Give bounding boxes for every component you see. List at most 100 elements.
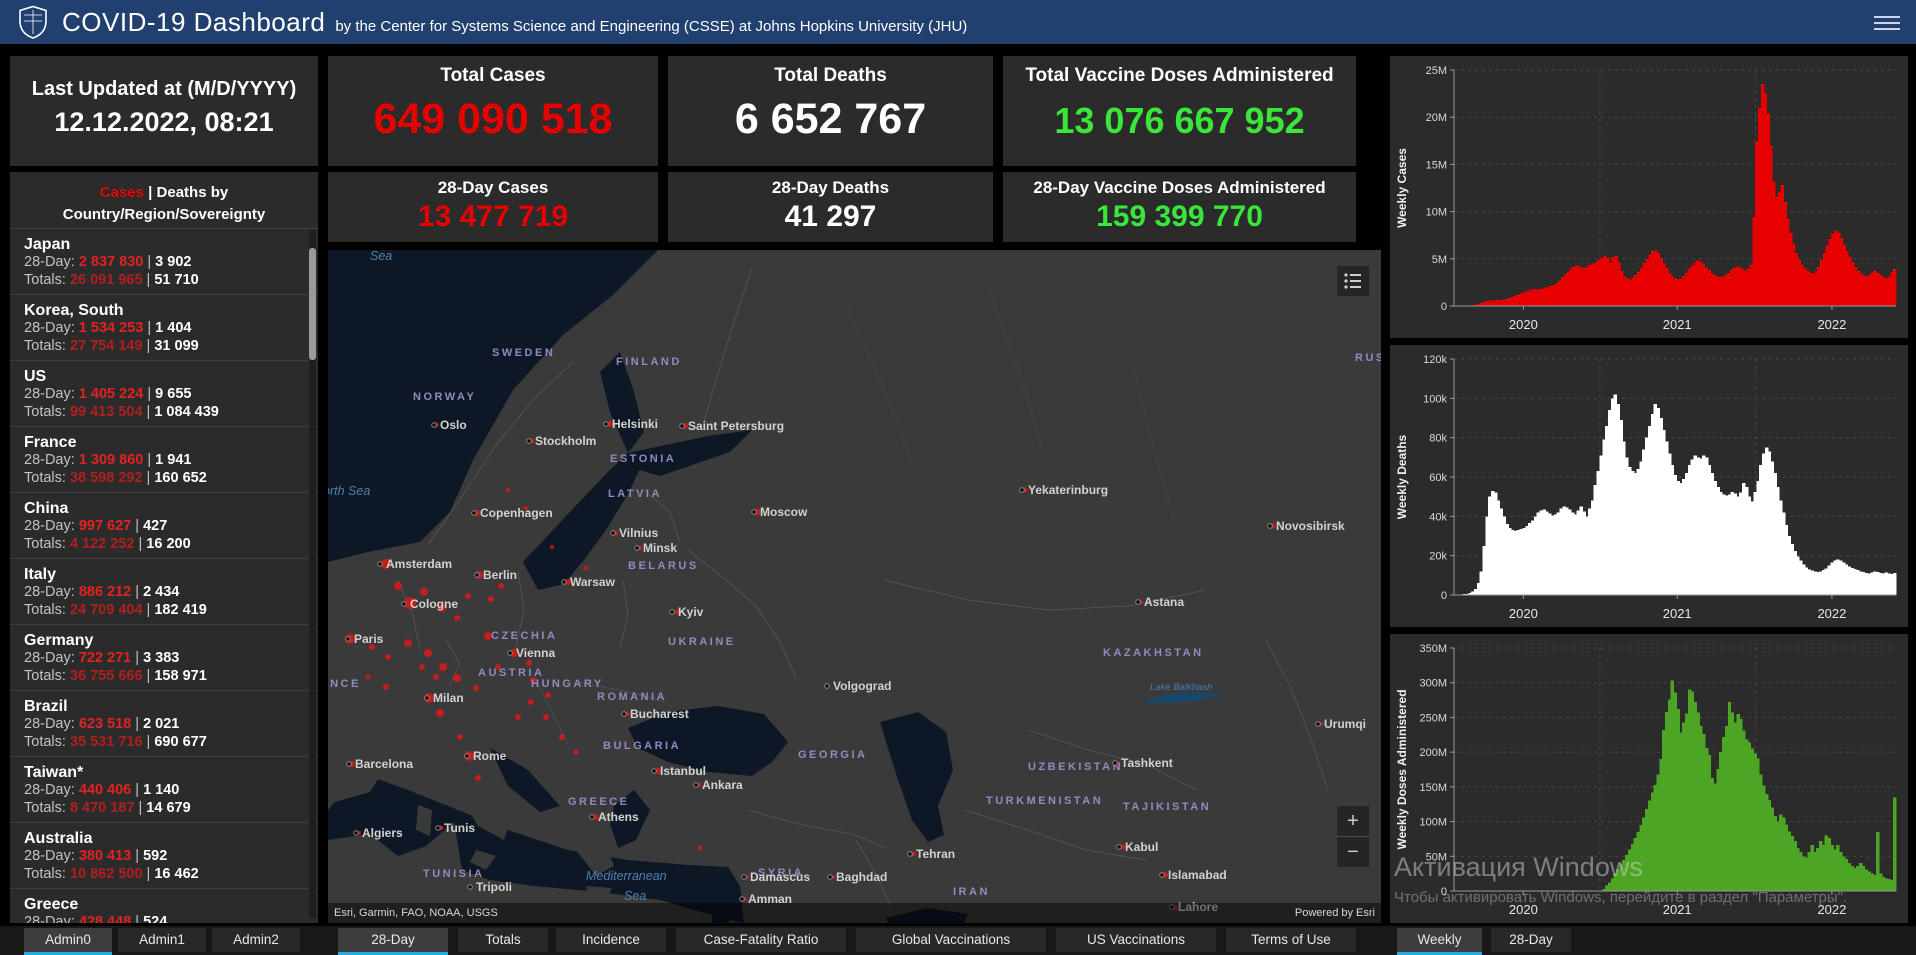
- total-deaths-label: Total Deaths: [774, 65, 887, 86]
- deaths-toggle-label[interactable]: | Deaths by: [143, 184, 229, 201]
- country-row-china[interactable]: China 28-Day: 997 627 | 427 Totals: 4 122 …: [10, 492, 318, 558]
- case-bubble[interactable]: [498, 583, 504, 589]
- case-bubble[interactable]: [1173, 905, 1179, 911]
- case-bubble[interactable]: [436, 709, 444, 717]
- country-totals-line: Totals: 36 755 666 | 158 971: [24, 667, 207, 684]
- map-city-label: Rome: [473, 749, 507, 763]
- case-bubble[interactable]: [584, 566, 588, 570]
- svg-text:Weekly Cases: Weekly Cases: [1395, 148, 1409, 228]
- tab-28-day[interactable]: 28-Day: [1491, 928, 1571, 952]
- case-bubble[interactable]: [488, 596, 494, 602]
- map-canvas[interactable]: SWEDEN NORWAY FINLAND ESTONIA LATVIA BELARUS U…: [328, 250, 1381, 923]
- case-bubble[interactable]: [526, 660, 532, 666]
- case-bubble[interactable]: [565, 579, 571, 585]
- day28-cases-label: 28-Day Cases: [437, 178, 549, 197]
- tab-us-vaccinations[interactable]: US Vaccinations: [1056, 928, 1216, 952]
- country-row-brazil[interactable]: Brazil 28-Day: 623 518 | 2 021 Totals: 35 …: [10, 690, 318, 756]
- case-bubble[interactable]: [528, 699, 534, 705]
- cases-toggle[interactable]: Cases: [99, 184, 144, 201]
- world-map[interactable]: SWEDEN NORWAY FINLAND ESTONIA LATVIA BELARUS U…: [328, 250, 1381, 923]
- jhu-shield-icon: [19, 5, 47, 39]
- country-row-us[interactable]: US 28-Day: 1 405 224 | 9 655 Totals: 99 41…: [10, 360, 318, 426]
- case-bubble[interactable]: [433, 674, 439, 680]
- case-bubble[interactable]: [453, 674, 461, 682]
- tab-terms-of-use[interactable]: Terms of Use: [1226, 928, 1356, 952]
- case-bubble[interactable]: [524, 506, 528, 510]
- case-bubble[interactable]: [573, 749, 579, 755]
- case-bubble[interactable]: [473, 685, 479, 691]
- zoom-out-button[interactable]: −: [1337, 837, 1369, 867]
- tab-incidence[interactable]: Incidence: [556, 928, 666, 952]
- case-bubble[interactable]: [457, 734, 463, 740]
- tab-totals[interactable]: Totals: [458, 928, 548, 952]
- city-dot: [751, 509, 757, 515]
- case-bubble[interactable]: [454, 615, 460, 621]
- zoom-in-button[interactable]: +: [1337, 806, 1369, 837]
- case-bubble[interactable]: [439, 663, 447, 671]
- case-bubble[interactable]: [697, 845, 703, 851]
- case-bubble[interactable]: [545, 692, 551, 698]
- case-bubble[interactable]: [419, 664, 425, 670]
- case-bubble[interactable]: [515, 714, 521, 720]
- case-bubble[interactable]: [550, 545, 554, 549]
- powered-by-esri: Powered by Esri: [1294, 907, 1375, 919]
- tab-case-fatality-ratio[interactable]: Case-Fatality Ratio: [676, 928, 846, 952]
- case-bubble[interactable]: [465, 593, 471, 599]
- map-city-label: Amman: [748, 892, 792, 906]
- svg-text:0: 0: [1441, 301, 1447, 313]
- case-bubble[interactable]: [559, 734, 565, 740]
- map-city-label: Algiers: [362, 826, 403, 840]
- tab-admin0[interactable]: Admin0: [24, 928, 112, 955]
- case-bubble[interactable]: [1120, 844, 1126, 850]
- case-bubble[interactable]: [404, 639, 412, 647]
- country-row-korea-south[interactable]: Korea, South 28-Day: 1 534 253 | 1 404 Tot…: [10, 294, 318, 360]
- case-bubble[interactable]: [385, 654, 391, 660]
- case-bubble[interactable]: [530, 677, 536, 683]
- case-bubble[interactable]: [438, 604, 446, 612]
- case-bubble[interactable]: [369, 644, 375, 650]
- day28-vaccines-value: 159 399 770: [1096, 200, 1263, 233]
- country-row-italy[interactable]: Italy 28-Day: 886 212 | 2 434 Totals: 24 7…: [10, 558, 318, 624]
- country-row-taiwan[interactable]: Taiwan* 28-Day: 440 406 | 1 140 Totals: 8 …: [10, 756, 318, 822]
- case-bubble[interactable]: [674, 609, 680, 615]
- case-bubble[interactable]: [383, 684, 389, 690]
- case-bubble[interactable]: [420, 588, 428, 596]
- hamburger-icon[interactable]: [1874, 12, 1900, 32]
- case-bubble[interactable]: [506, 488, 510, 492]
- country-list-scrollbar[interactable]: [309, 230, 316, 918]
- svg-text:80k: 80k: [1429, 433, 1447, 445]
- tab-28-day[interactable]: 28-Day: [338, 928, 448, 955]
- case-bubble[interactable]: [543, 714, 549, 720]
- country-row-australia[interactable]: Australia 28-Day: 380 413 | 592 Totals: 10…: [10, 822, 318, 888]
- map-lake-label: Lake Balkhash: [1150, 682, 1212, 693]
- country-list-header[interactable]: Cases | Deaths by Country/Region/Soverei…: [10, 172, 318, 228]
- svg-text:20k: 20k: [1429, 551, 1447, 563]
- case-bubble[interactable]: [484, 632, 492, 640]
- tab-admin1[interactable]: Admin1: [118, 928, 206, 952]
- tab-admin2[interactable]: Admin2: [212, 928, 300, 952]
- scrollbar-thumb[interactable]: [309, 248, 316, 360]
- country-row-japan[interactable]: Japan 28-Day: 2 837 830 | 3 902 Totals: 26…: [10, 228, 318, 294]
- case-bubble[interactable]: [365, 674, 371, 680]
- case-bubble[interactable]: [475, 775, 481, 781]
- map-city-label: Moscow: [760, 505, 808, 519]
- country-28day-line: 28-Day: 380 413 | 592: [24, 848, 168, 864]
- case-bubble[interactable]: [381, 559, 391, 569]
- case-bubble[interactable]: [404, 597, 416, 609]
- case-bubble[interactable]: [424, 649, 432, 657]
- case-bubble[interactable]: [593, 814, 599, 820]
- case-bubble[interactable]: [510, 649, 518, 657]
- case-bubble[interactable]: [655, 768, 661, 774]
- tab-weekly[interactable]: Weekly: [1397, 928, 1482, 955]
- map-country-label: FRANCE: [328, 678, 361, 690]
- case-bubble[interactable]: [495, 664, 501, 670]
- city-dot: [824, 683, 830, 689]
- tab-global-vaccinations[interactable]: Global Vaccinations: [856, 928, 1046, 952]
- country-row-france[interactable]: France 28-Day: 1 309 860 | 1 941 Totals: 3…: [10, 426, 318, 492]
- case-bubble[interactable]: [607, 421, 613, 427]
- legend-icon[interactable]: [1337, 266, 1369, 296]
- case-bubble[interactable]: [394, 582, 402, 590]
- country-row-germany[interactable]: Germany 28-Day: 722 271 | 3 383 Totals: 36…: [10, 624, 318, 690]
- last-updated-label: Last Updated at (M/D/YYYY): [31, 78, 297, 100]
- country-row-greece[interactable]: Greece 28-Day: 428 448 | 524: [10, 888, 318, 923]
